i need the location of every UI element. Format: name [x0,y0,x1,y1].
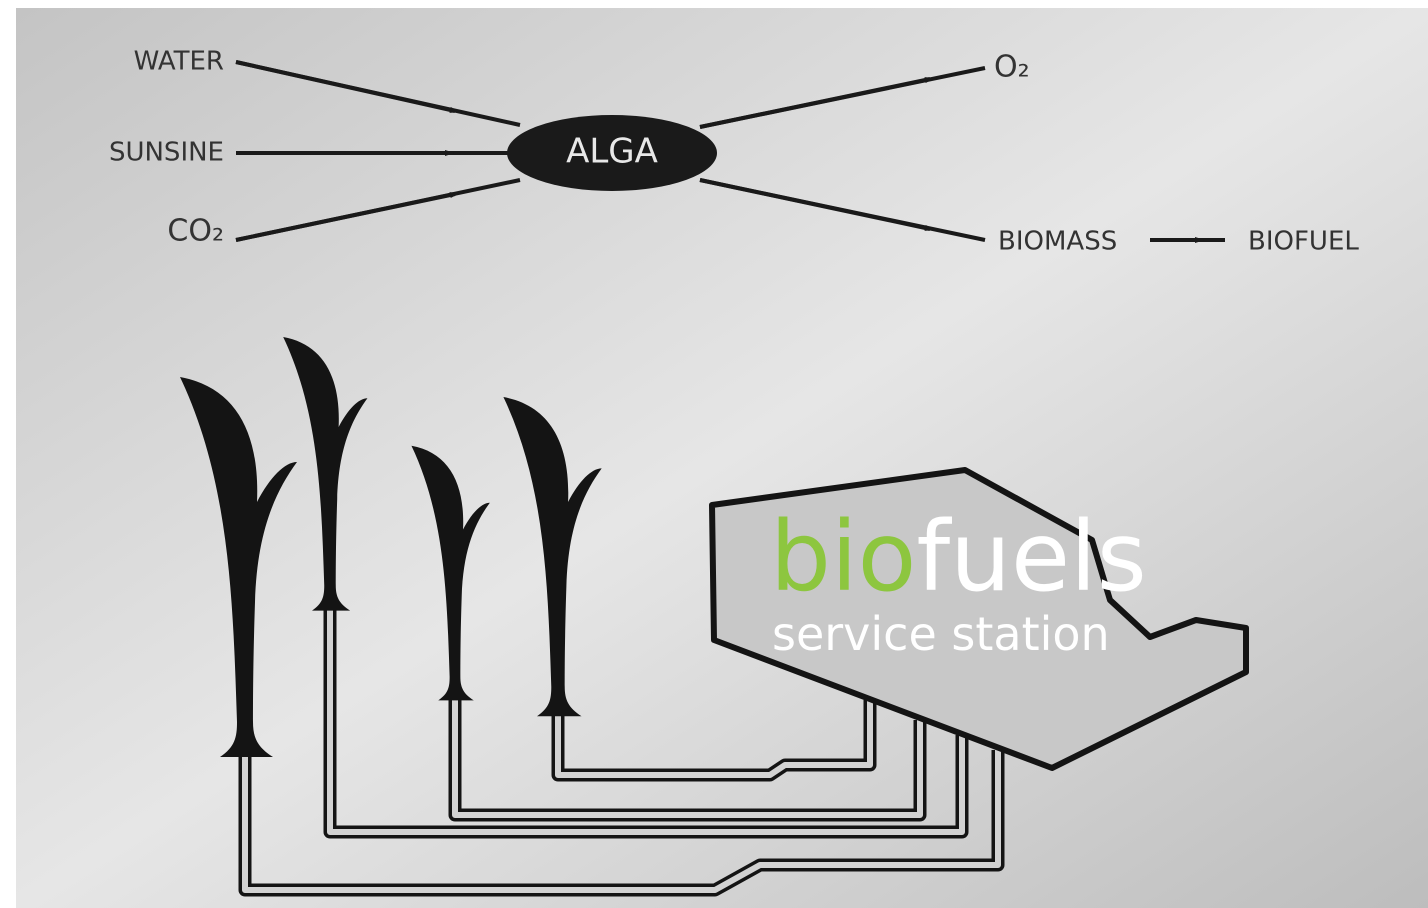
input-label: CO₂ [167,214,224,249]
alga-label: ALGA [566,132,658,172]
input-label: SUNSINE [109,138,224,168]
output-label: O₂ [994,50,1030,85]
input-label: WATER [134,47,224,77]
brand: biofuels [770,501,1147,613]
brand-highlight: bio [770,501,916,613]
product-label: BIOFUEL [1248,227,1359,257]
diagram: ALGA WATER SUNSINE CO₂ O₂ BIOMASS BIOFUE… [0,0,1428,908]
station-subtitle: service station [772,607,1110,661]
brand-rest: fuels [916,501,1146,613]
output-label: BIOMASS [998,227,1117,257]
